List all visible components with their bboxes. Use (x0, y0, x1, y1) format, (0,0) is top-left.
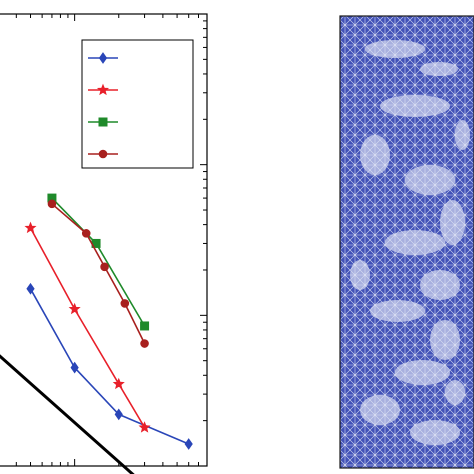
series-2 (24, 221, 151, 433)
mesh-refined-region (395, 360, 450, 385)
mesh-refined-region (365, 40, 425, 58)
legend-marker-circle (98, 149, 108, 159)
mesh-frame (339, 15, 474, 469)
series-line (51, 197, 146, 327)
series-4 (47, 199, 149, 348)
series-layer (0, 193, 193, 474)
axis-ticks (15, 14, 207, 466)
data-point-diamond (114, 408, 123, 421)
mesh-refined-region (370, 300, 425, 322)
mesh-refined-region (420, 62, 458, 76)
series-3 (47, 193, 150, 331)
data-point-circle (81, 229, 91, 238)
mesh-refined-region (410, 420, 460, 445)
series-line (29, 227, 146, 428)
legend-box (81, 39, 194, 169)
mesh-refined-region (350, 260, 370, 290)
data-point-circle (47, 199, 57, 209)
mesh-refined-region (360, 135, 390, 175)
mesh-refined-region (360, 395, 400, 425)
mesh-refined-region (385, 230, 445, 255)
data-point-diamond (26, 282, 35, 295)
legend-entry-star (88, 83, 118, 96)
data-point-square (140, 321, 150, 331)
data-point-star (24, 221, 37, 234)
data-point-circle (140, 339, 149, 348)
data-point-circle (120, 299, 130, 308)
data-point-star (112, 377, 125, 390)
mesh-refined-region (430, 320, 460, 360)
series-line (0, 354, 135, 474)
mesh-refined-region (445, 380, 465, 405)
legend-marker-diamond (98, 52, 108, 64)
legend-entry-circle (88, 149, 118, 159)
mesh-panel (339, 15, 474, 469)
data-point-diamond (70, 361, 79, 374)
mesh-refined-region (440, 200, 465, 245)
data-point-star (68, 302, 81, 315)
legend-marker-star (96, 83, 110, 96)
data-point-diamond (184, 438, 193, 450)
legend-entry-square (88, 117, 118, 127)
mesh-refined-region (405, 165, 455, 195)
mesh-refined-region (455, 120, 470, 150)
reference-slope-line (0, 354, 135, 474)
legend-marker-square (98, 117, 108, 127)
data-point-star (138, 421, 151, 433)
legend (81, 39, 194, 169)
data-point-circle (100, 262, 109, 272)
series-1 (26, 282, 193, 450)
mesh-refined-region (420, 270, 460, 300)
series-line (51, 203, 146, 344)
mesh-refinement-regions (350, 40, 470, 445)
convergence-plot (0, 13, 208, 474)
plot-frame (0, 13, 208, 467)
legend-entry-diamond (88, 52, 118, 64)
mesh-refined-region (380, 95, 450, 117)
series-line (29, 288, 190, 445)
